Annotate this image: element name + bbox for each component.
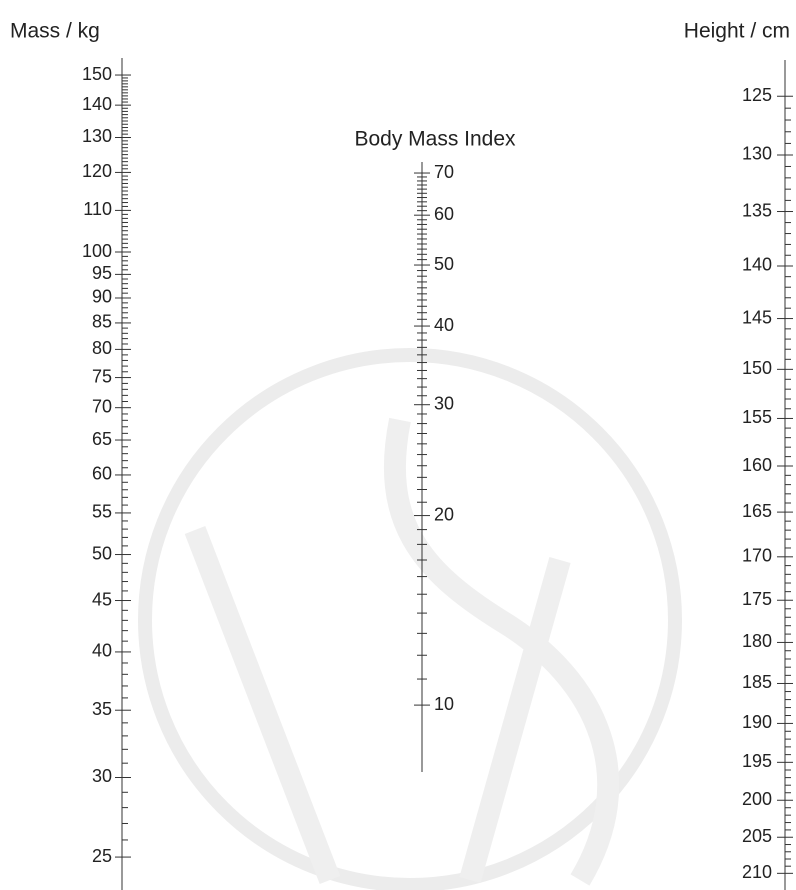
tick-label: 40 bbox=[92, 641, 112, 661]
tick-label: 60 bbox=[434, 204, 454, 224]
height-title: Height / cm bbox=[684, 20, 790, 43]
tick-label: 140 bbox=[82, 94, 112, 114]
tick-label: 35 bbox=[92, 699, 112, 719]
tick-label: 20 bbox=[434, 504, 454, 524]
tick-label: 65 bbox=[92, 429, 112, 449]
tick-label: 160 bbox=[742, 455, 772, 475]
tick-label: 190 bbox=[742, 712, 772, 732]
tick-label: 180 bbox=[742, 631, 772, 651]
tick-label: 70 bbox=[92, 396, 112, 416]
tick-label: 85 bbox=[92, 312, 112, 332]
tick-label: 10 bbox=[434, 694, 454, 714]
tick-label: 135 bbox=[742, 200, 772, 220]
tick-label: 150 bbox=[742, 358, 772, 378]
mass-title: Mass / kg bbox=[10, 20, 100, 43]
tick-label: 30 bbox=[434, 393, 454, 413]
tick-label: 70 bbox=[434, 162, 454, 182]
tick-label: 100 bbox=[82, 241, 112, 261]
tick-label: 55 bbox=[92, 502, 112, 522]
tick-label: 195 bbox=[742, 751, 772, 771]
tick-label: 150 bbox=[82, 64, 112, 84]
tick-label: 90 bbox=[92, 287, 112, 307]
tick-label: 165 bbox=[742, 501, 772, 521]
tick-label: 140 bbox=[742, 255, 772, 275]
tick-label: 175 bbox=[742, 589, 772, 609]
tick-label: 95 bbox=[92, 263, 112, 283]
watermark-circle bbox=[138, 348, 682, 890]
tick-label: 130 bbox=[742, 144, 772, 164]
tick-label: 25 bbox=[92, 846, 112, 866]
tick-label: 60 bbox=[92, 464, 112, 484]
tick-label: 80 bbox=[92, 338, 112, 358]
tick-label: 75 bbox=[92, 366, 112, 386]
watermark-shape bbox=[184, 417, 620, 886]
tick-label: 30 bbox=[92, 766, 112, 786]
tick-label: 130 bbox=[82, 126, 112, 146]
tick-label: 170 bbox=[742, 546, 772, 566]
tick-label: 110 bbox=[83, 199, 112, 219]
tick-label: 50 bbox=[434, 254, 454, 274]
bmi-title: Body Mass Index bbox=[354, 128, 516, 151]
tick-label: 200 bbox=[742, 789, 772, 809]
tick-label: 145 bbox=[742, 307, 772, 327]
tick-label: 40 bbox=[434, 315, 454, 335]
tick-label: 155 bbox=[742, 407, 772, 427]
tick-label: 45 bbox=[92, 589, 112, 609]
tick-label: 185 bbox=[742, 672, 772, 692]
tick-label: 210 bbox=[742, 862, 772, 882]
tick-label: 120 bbox=[82, 161, 112, 181]
tick-label: 205 bbox=[742, 826, 772, 846]
tick-label: 125 bbox=[742, 85, 772, 105]
tick-label: 50 bbox=[92, 543, 112, 563]
